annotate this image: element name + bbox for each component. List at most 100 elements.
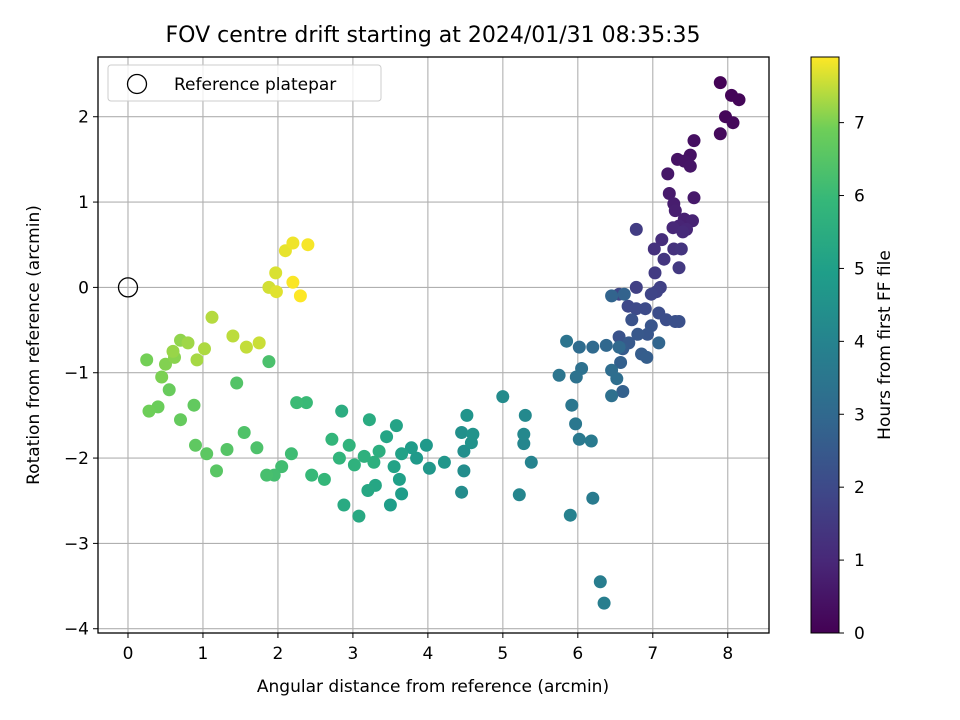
colorbar-ticks: 0 1 2 3 4 5 6 7: [839, 114, 865, 644]
data-point: [347, 458, 361, 472]
data-point: [616, 385, 630, 398]
data-point: [317, 472, 331, 486]
colorbar-tick-label: 2: [854, 478, 865, 498]
data-point: [457, 444, 471, 458]
data-point: [713, 127, 727, 141]
data-point: [181, 336, 195, 350]
data-point: [337, 498, 351, 512]
data-point: [518, 408, 532, 422]
data-point: [262, 355, 276, 369]
y-tick-label: 1: [78, 193, 89, 213]
data-point: [205, 310, 219, 324]
data-point: [220, 443, 234, 456]
x-tick-label: 2: [273, 644, 284, 664]
x-tick-label: 0: [123, 644, 134, 664]
data-point: [605, 289, 619, 303]
data-point: [367, 455, 381, 469]
data-point: [593, 575, 607, 589]
data-point: [395, 487, 409, 501]
data-point: [631, 327, 645, 341]
x-tick-label: 6: [572, 644, 583, 664]
data-point: [641, 327, 654, 341]
data-point: [666, 221, 680, 235]
data-point: [640, 350, 654, 364]
colorbar-label: Hours from first FF file: [875, 250, 895, 440]
legend: Reference platepar: [107, 64, 382, 102]
x-tick-label: 4: [422, 644, 433, 664]
data-point: [614, 356, 628, 369]
data-point: [586, 340, 600, 354]
data-point: [299, 396, 313, 410]
data-point: [395, 447, 409, 461]
data-point: [389, 419, 403, 433]
colorbar-tick-label: 0: [854, 624, 865, 644]
data-point: [674, 242, 688, 256]
y-tick-label: 0: [78, 278, 89, 298]
data-point: [392, 472, 406, 486]
data-point: [455, 485, 469, 499]
data-point: [657, 252, 671, 266]
x-axis-label: Angular distance from reference (arcmin): [257, 677, 609, 697]
data-point: [187, 398, 201, 412]
y-axis-ticks: −4 −3 −2 −1 0 1 2: [64, 108, 98, 640]
data-point: [237, 426, 251, 439]
data-point: [524, 455, 538, 469]
data-point: [687, 191, 701, 205]
data-point: [284, 447, 298, 461]
data-point: [560, 334, 574, 348]
data-point: [496, 390, 510, 404]
data-point: [332, 451, 346, 465]
data-point: [726, 116, 740, 130]
data-point: [419, 438, 433, 452]
data-point: [269, 285, 283, 299]
data-point: [342, 438, 356, 452]
data-point: [335, 404, 349, 418]
data-point: [383, 498, 397, 512]
data-point: [286, 275, 300, 289]
data-point: [155, 370, 169, 384]
data-point: [387, 460, 401, 474]
colorbar-tick-label: 7: [854, 114, 865, 134]
data-point: [372, 444, 386, 458]
data-point: [460, 408, 474, 422]
legend-box: [107, 64, 382, 102]
data-point: [293, 289, 307, 303]
data-point: [290, 396, 304, 410]
data-point: [610, 372, 624, 386]
data-point: [648, 266, 662, 280]
x-tick-label: 8: [722, 644, 733, 664]
data-point: [572, 340, 586, 354]
data-point: [361, 484, 375, 497]
data-point: [586, 491, 600, 505]
data-point: [552, 368, 566, 382]
data-point: [286, 236, 300, 250]
data-point: [638, 302, 652, 316]
y-tick-label: −3: [64, 534, 89, 554]
data-point: [210, 464, 223, 478]
data-point: [166, 344, 180, 358]
y-tick-label: 2: [78, 108, 89, 128]
data-point: [260, 468, 274, 482]
y-tick-label: −4: [64, 620, 89, 640]
data-point: [362, 413, 376, 427]
data-point: [572, 432, 586, 446]
data-point: [687, 134, 701, 148]
data-point: [732, 93, 746, 107]
data-point: [410, 451, 424, 465]
colorbar: [811, 57, 839, 633]
data-point: [655, 233, 669, 247]
data-point: [305, 468, 319, 482]
data-point: [597, 596, 611, 610]
data-point: [275, 460, 289, 474]
data-point: [252, 336, 266, 350]
data-point: [189, 438, 202, 452]
data-point: [239, 340, 253, 354]
colorbar-tick-label: 4: [854, 332, 865, 352]
data-point: [140, 353, 154, 367]
colorbar-frame: [810, 56, 840, 634]
data-point: [563, 508, 577, 522]
data-points: [140, 76, 746, 610]
colorbar-tick-label: 3: [854, 405, 865, 425]
